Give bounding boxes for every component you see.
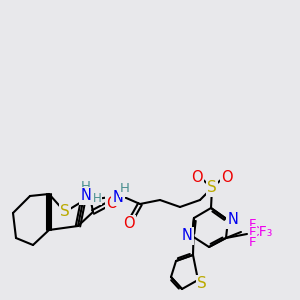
- Text: H: H: [81, 179, 91, 193]
- Text: O: O: [191, 169, 203, 184]
- Text: O: O: [123, 217, 135, 232]
- Text: S: S: [207, 181, 217, 196]
- Text: F: F: [249, 236, 256, 248]
- Text: H: H: [93, 191, 102, 205]
- Text: O: O: [221, 169, 233, 184]
- Text: O: O: [106, 196, 118, 211]
- Text: N: N: [112, 190, 123, 205]
- Text: H: H: [120, 182, 130, 196]
- Text: CF₃: CF₃: [249, 225, 272, 239]
- Text: S: S: [60, 205, 70, 220]
- Text: F: F: [249, 226, 256, 239]
- Text: S: S: [197, 277, 207, 292]
- Text: N: N: [182, 229, 192, 244]
- Text: N: N: [228, 212, 238, 227]
- Text: F: F: [249, 218, 256, 230]
- Text: N: N: [81, 188, 92, 203]
